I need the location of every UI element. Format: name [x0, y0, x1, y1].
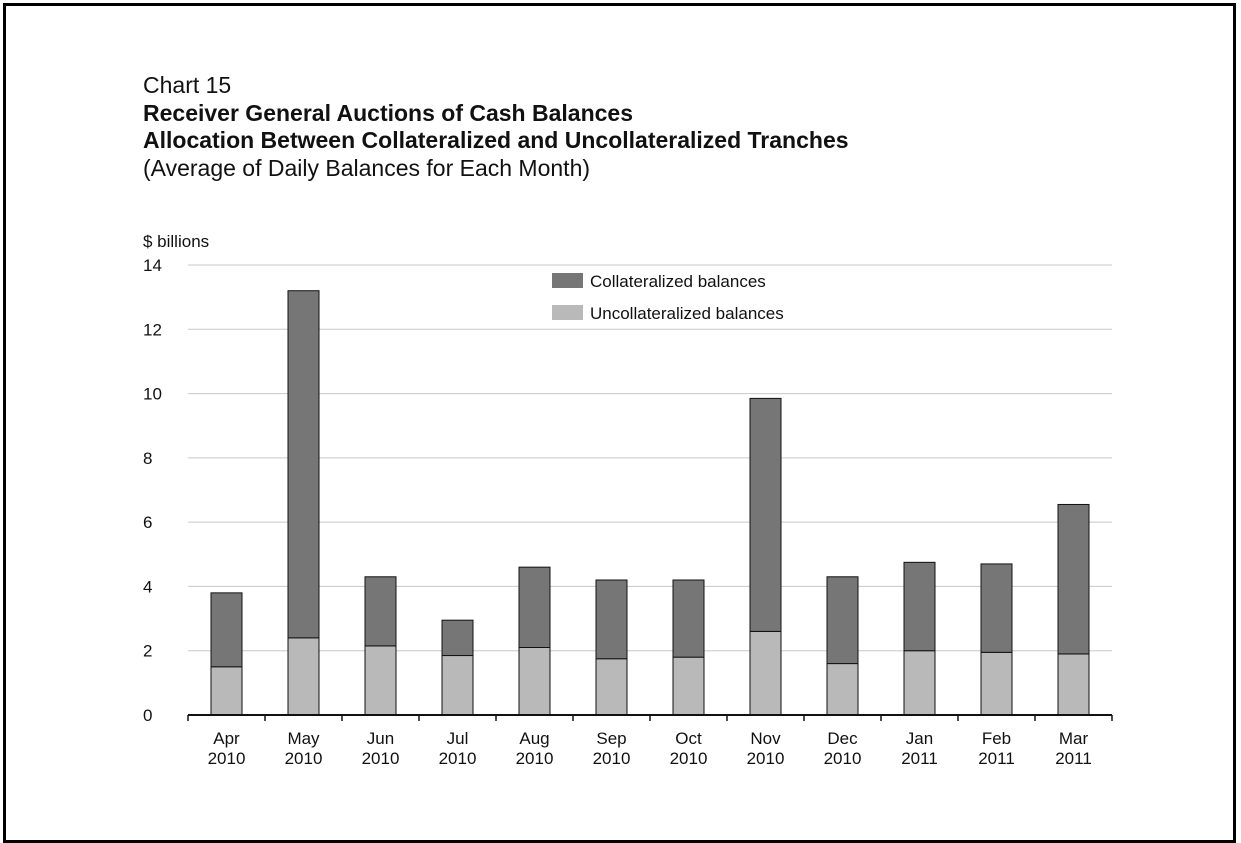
- x-tick-label-year: 2010: [747, 749, 785, 768]
- x-tick-label-year: 2010: [208, 749, 246, 768]
- bars: [210, 290, 1090, 716]
- chart-number: Chart 15: [143, 72, 232, 98]
- chart-title-line-1: Receiver General Auctions of Cash Balanc…: [143, 99, 634, 126]
- legend-uncollateralized-label: Uncollateralized balances: [590, 304, 784, 323]
- bar-collateralized: [364, 576, 397, 647]
- chart-subtitle: (Average of Daily Balances for Each Mont…: [143, 154, 591, 181]
- gridlines: [188, 264, 1112, 652]
- x-tick-label-month: Jun: [367, 729, 394, 748]
- y-tick-label: 2: [143, 642, 152, 661]
- bar-uncollateralized: [826, 663, 859, 716]
- y-tick-label: 10: [143, 385, 162, 404]
- bar-collateralized: [518, 566, 551, 649]
- y-tick-label: 12: [143, 320, 162, 339]
- chart-header: Chart 15 Receiver General Auctions of Ca…: [143, 72, 849, 182]
- bar-uncollateralized: [672, 656, 705, 716]
- chart-title-line-2: Allocation Between Collateralized and Un…: [143, 127, 849, 154]
- bar-uncollateralized: [980, 651, 1013, 716]
- x-tick-label-year: 2010: [824, 749, 862, 768]
- x-tick-label-year: 2010: [593, 749, 631, 768]
- x-tick-label-month: Nov: [750, 729, 781, 748]
- bar-collateralized: [595, 579, 628, 660]
- x-tick-label-month: Jan: [906, 729, 933, 748]
- x-tick-label-month: May: [287, 729, 320, 748]
- x-tick-label-month: Aug: [519, 729, 549, 748]
- bar-collateralized: [903, 561, 936, 652]
- bar-uncollateralized: [210, 666, 243, 716]
- x-tick-label-year: 2010: [670, 749, 708, 768]
- bar-collateralized: [1057, 503, 1090, 655]
- bar-uncollateralized: [364, 645, 397, 716]
- x-tick-label-year: 2010: [439, 749, 477, 768]
- legend-collateralized-swatch: [552, 273, 583, 288]
- legend-collateralized-label: Collateralized balances: [590, 272, 766, 291]
- x-tick-label-year: 2011: [901, 749, 938, 768]
- bar-uncollateralized: [441, 655, 474, 716]
- axis-labels: $ billions02468101214Apr2010May2010Jun20…: [143, 232, 1092, 768]
- x-tick-label-month: Sep: [596, 729, 626, 748]
- x-tick-label-year: 2010: [516, 749, 554, 768]
- y-tick-label: 4: [143, 577, 152, 596]
- bar-uncollateralized: [1057, 653, 1090, 716]
- bar-uncollateralized: [595, 658, 628, 716]
- x-tick-label-month: Apr: [213, 729, 240, 748]
- bar-collateralized: [980, 563, 1013, 653]
- legend: Collateralized balances Uncollateralized …: [552, 272, 784, 323]
- bar-uncollateralized: [518, 647, 551, 716]
- bar-collateralized: [441, 619, 474, 657]
- y-axis-unit-label: $ billions: [143, 232, 209, 251]
- bar-collateralized: [672, 579, 705, 658]
- bar-collateralized: [749, 397, 782, 632]
- bar-uncollateralized: [749, 630, 782, 716]
- y-tick-label: 0: [143, 706, 152, 725]
- legend-uncollateralized-swatch: [552, 305, 583, 320]
- bar-uncollateralized: [903, 650, 936, 716]
- y-tick-label: 8: [143, 449, 152, 468]
- axes: [187, 714, 1113, 721]
- x-tick-label-year: 2011: [978, 749, 1015, 768]
- x-tick-label-month: Oct: [675, 729, 702, 748]
- x-tick-label-month: Mar: [1059, 729, 1089, 748]
- x-tick-label-year: 2011: [1055, 749, 1092, 768]
- bar-collateralized: [287, 290, 320, 639]
- x-tick-label-month: Feb: [982, 729, 1011, 748]
- y-tick-label: 6: [143, 513, 152, 532]
- x-tick-label-month: Jul: [447, 729, 469, 748]
- x-tick-label-year: 2010: [285, 749, 323, 768]
- y-tick-label: 14: [143, 256, 162, 275]
- x-tick-label-year: 2010: [362, 749, 400, 768]
- bar-collateralized: [210, 592, 243, 668]
- bar-uncollateralized: [287, 637, 320, 716]
- x-tick-label-month: Dec: [827, 729, 858, 748]
- bar-collateralized: [826, 576, 859, 665]
